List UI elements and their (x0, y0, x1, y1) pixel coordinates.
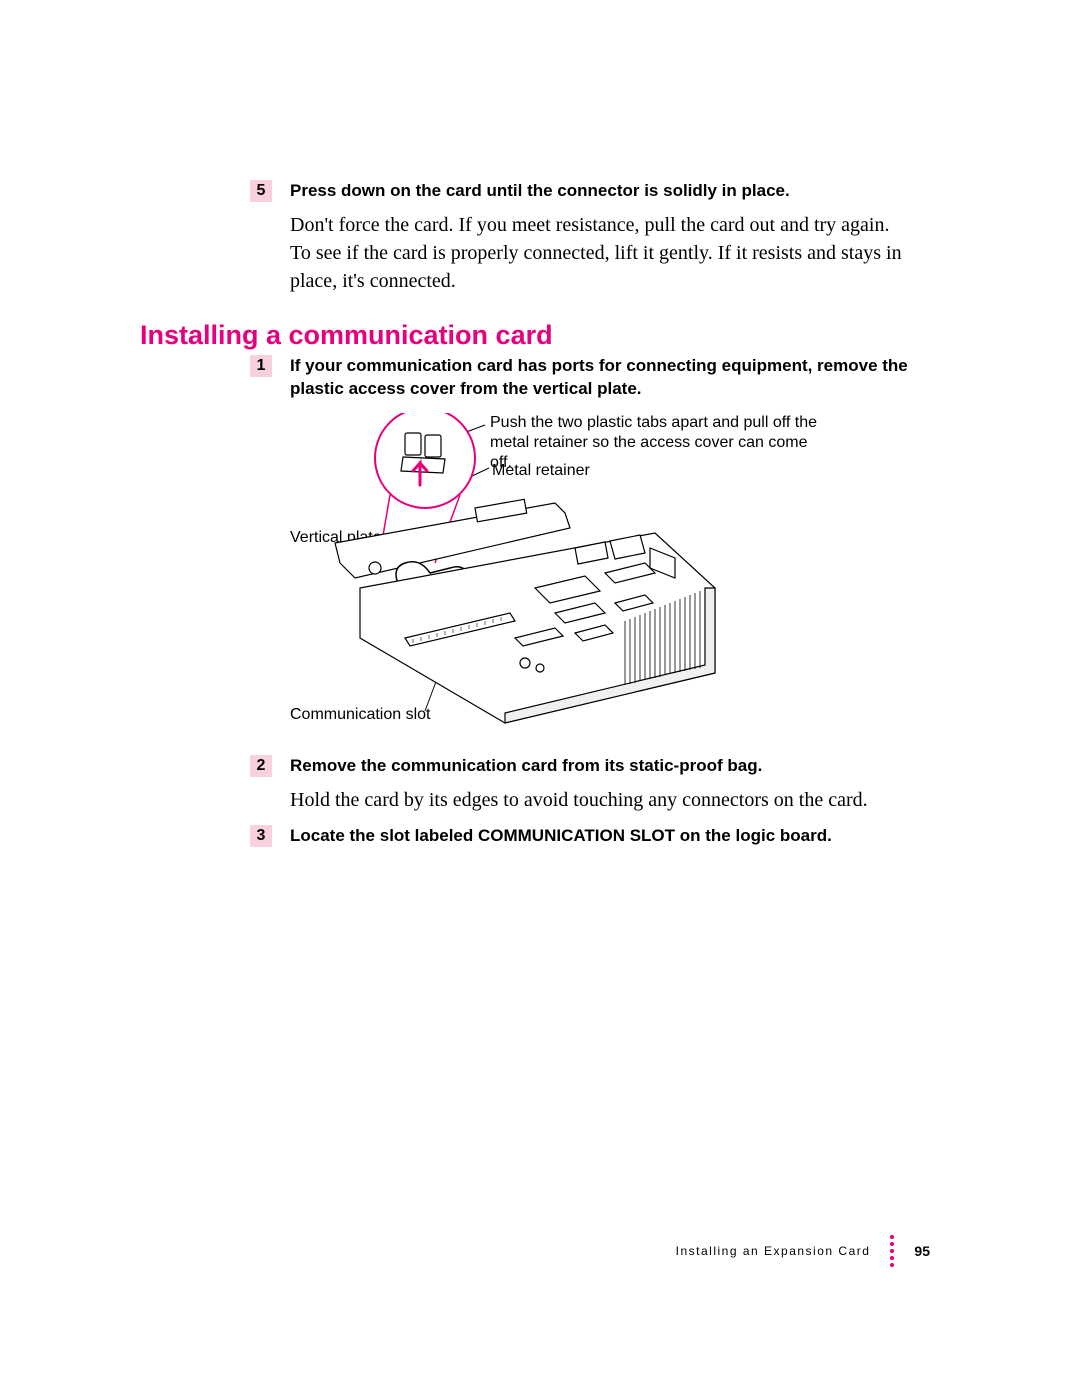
step-2-block: 2 Remove the communication card from its… (250, 755, 910, 814)
step-5-block: 5 Press down on the card until the conne… (250, 180, 910, 295)
step-5-row: 5 Press down on the card until the conne… (250, 180, 910, 203)
step-5-body: Don't force the card. If you meet resist… (290, 211, 910, 295)
page-footer: Installing an Expansion Card 95 (676, 1235, 930, 1267)
manual-page: 5 Press down on the card until the conne… (0, 0, 1080, 1397)
step-2-body: Hold the card by its edges to avoid touc… (290, 786, 910, 814)
step-2-title: Remove the communication card from its s… (290, 755, 762, 778)
step-3-block: 3 Locate the slot labeled COMMUNICATION … (250, 825, 910, 856)
step-3-title: Locate the slot labeled COMMUNICATION SL… (290, 825, 832, 848)
footer-chapter: Installing an Expansion Card (676, 1244, 871, 1258)
logic-board-illustration (305, 413, 865, 743)
page-number: 95 (914, 1243, 930, 1259)
step-number-1: 1 (250, 355, 272, 377)
step-number-2: 2 (250, 755, 272, 777)
step-1-block: 1 If your communication card has ports f… (250, 355, 910, 753)
step-1-row: 1 If your communication card has ports f… (250, 355, 910, 401)
step-3-row: 3 Locate the slot labeled COMMUNICATION … (250, 825, 910, 848)
step-number-3: 3 (250, 825, 272, 847)
footer-dots-icon (890, 1235, 894, 1267)
step-5-title: Press down on the card until the connect… (290, 180, 790, 203)
section-heading: Installing a communication card (140, 320, 553, 351)
section-heading-block: Installing a communication card (140, 320, 553, 351)
step-2-row: 2 Remove the communication card from its… (250, 755, 910, 778)
diagram: Push the two plastic tabs apart and pull… (290, 413, 910, 753)
step-number-5: 5 (250, 180, 272, 202)
step-1-title: If your communication card has ports for… (290, 355, 910, 401)
